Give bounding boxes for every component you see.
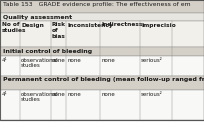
Text: Initial control of bleeding: Initial control of bleeding [3, 49, 92, 53]
Text: serious²: serious² [141, 57, 163, 62]
Text: 4¹: 4¹ [2, 57, 8, 62]
Text: none: none [101, 57, 115, 62]
Text: No of
studies: No of studies [2, 23, 27, 33]
Bar [0, 76, 204, 90]
Bar [0, 56, 204, 76]
Text: observational
studies: observational studies [21, 57, 59, 68]
Bar [0, 21, 204, 47]
Bar [0, 13, 204, 21]
Bar [0, 47, 204, 56]
Text: Indirectness: Indirectness [101, 23, 142, 27]
Text: observational
studies: observational studies [21, 92, 59, 102]
Bar [0, 90, 204, 120]
Text: none: none [67, 92, 81, 96]
Bar [0, 0, 204, 120]
Text: Imprecisio: Imprecisio [141, 23, 176, 27]
Text: serious²: serious² [141, 92, 163, 96]
Text: none: none [67, 57, 81, 62]
Text: 4¹: 4¹ [2, 92, 8, 96]
Text: Risk
of
bias: Risk of bias [52, 23, 66, 39]
Text: Quality assessment: Quality assessment [3, 14, 72, 20]
Text: Permanent control of bleeding (mean follow-up ranged from 10-22: Permanent control of bleeding (mean foll… [3, 77, 204, 83]
Text: Design: Design [21, 23, 44, 27]
Bar [0, 0, 204, 120]
Text: Inconsistency: Inconsistency [67, 23, 113, 27]
Text: none: none [101, 92, 115, 96]
Text: none: none [52, 57, 66, 62]
Text: none: none [52, 92, 66, 96]
Text: Table 153   GRADE evidence profile: The effectiveness of em: Table 153 GRADE evidence profile: The ef… [3, 2, 191, 7]
Bar [0, 0, 204, 13]
